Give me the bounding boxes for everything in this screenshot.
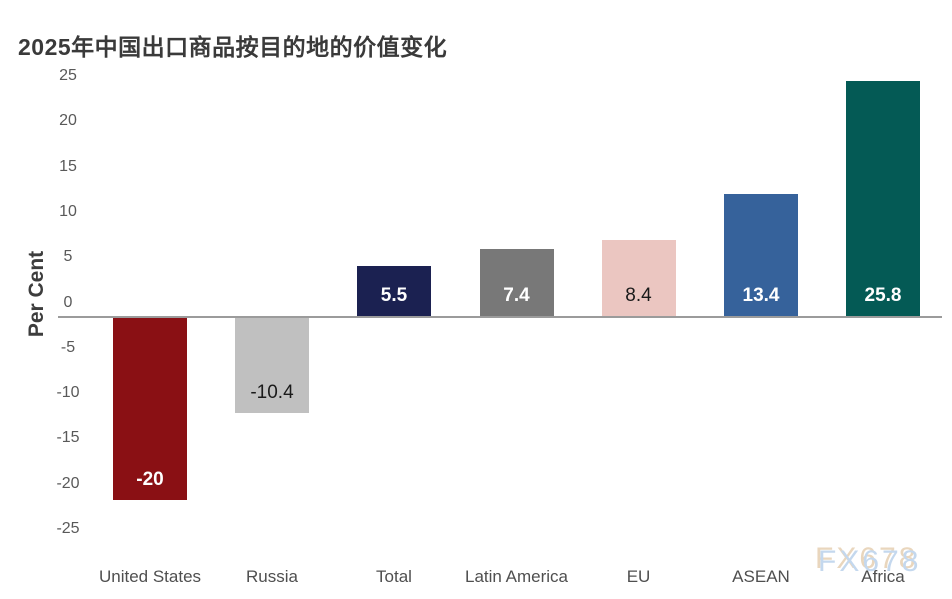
xlabel-eu: EU (626, 567, 651, 586)
ytick-0: 0 (63, 293, 73, 311)
xlabel-africa: Africa (861, 567, 905, 586)
xlabel-total: Total (376, 567, 412, 586)
bar-value-russia: -10.4 (250, 381, 294, 403)
xlabel-russia: Russia (246, 567, 298, 586)
chart-title: 2025年中国出口商品按目的地的价值变化 (18, 34, 448, 60)
xlabel-latin-america: Latin America (465, 567, 568, 586)
ytick--15: -15 (56, 429, 80, 447)
bar-total: 5.5 (357, 265, 431, 316)
ytick-20: 20 (59, 112, 77, 130)
bar-latin-america: 7.4 (479, 248, 554, 316)
x-axis-line (58, 316, 942, 318)
ytick--10: -10 (56, 384, 80, 402)
ytick-15: 15 (59, 157, 77, 175)
ytick--25: -25 (56, 520, 80, 537)
bar-russia: -10.4 (235, 318, 309, 413)
xlabel-united-states: United States (98, 567, 202, 586)
bar-value-united-states: -20 (136, 469, 164, 490)
xlabel-asean: ASEAN (732, 567, 790, 586)
ytick--5: -5 (60, 338, 76, 356)
bar-value-total: 5.5 (380, 284, 408, 306)
bar-value-latin-america: 7.4 (503, 284, 530, 306)
bar-value-asean: 13.4 (742, 284, 780, 306)
bar-asean: 13.4 (724, 194, 798, 316)
bar-value-eu: 8.4 (625, 284, 652, 306)
bar-africa: 25.8 (846, 81, 920, 316)
bar-value-africa: 25.8 (864, 284, 902, 306)
ytick-5: 5 (63, 248, 73, 266)
bar-united-states: -20 (113, 318, 187, 500)
ytick--20: -20 (56, 474, 80, 492)
ytick-10: 10 (59, 202, 77, 220)
watermark: FX678 (818, 545, 922, 578)
ytick-25: 25 (59, 67, 77, 84)
bar-eu: 8.4 (601, 239, 676, 316)
